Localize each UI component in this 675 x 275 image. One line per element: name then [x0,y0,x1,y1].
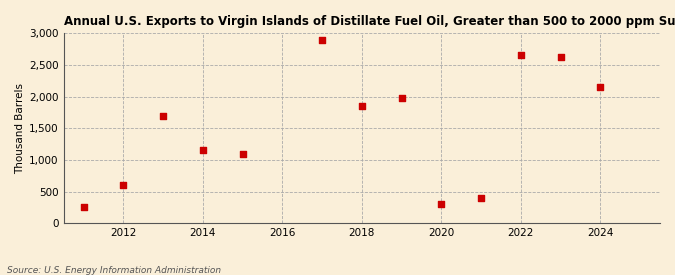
Point [516,53,526,58]
Point [356,104,367,108]
Point [158,113,169,118]
Point [78,205,89,210]
Point [396,96,407,100]
Point [595,85,605,89]
Point [118,183,129,187]
Text: Source: U.S. Energy Information Administration: Source: U.S. Energy Information Administ… [7,266,221,275]
Point [476,196,487,200]
Y-axis label: Thousand Barrels: Thousand Barrels [15,83,25,174]
Point [436,202,447,206]
Text: Annual U.S. Exports to Virgin Islands of Distillate Fuel Oil, Greater than 500 t: Annual U.S. Exports to Virgin Islands of… [63,15,675,28]
Point [317,37,327,42]
Point [237,151,248,156]
Point [556,55,566,59]
Point [197,148,208,153]
